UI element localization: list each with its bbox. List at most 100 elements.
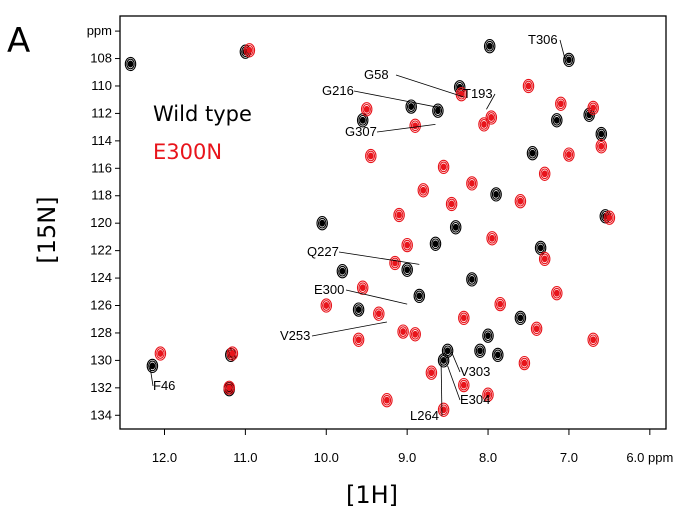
peak-label-e300: E300 [314,282,344,297]
x-tick-label: 11.0 [233,450,257,465]
x-tick-label: 8.0 [479,450,497,465]
y-tick-label: 126 [90,298,112,313]
peak-e300n-19 [514,194,527,209]
leader-e304 [447,365,461,401]
peak-label-t306: T306 [528,32,558,47]
peak-label-f46: F46 [153,378,175,393]
peak-wild-type-6 [356,113,369,128]
x-tick-label: 12.0 [152,450,177,465]
peak-e300n-35 [437,402,450,417]
peak-wild-type-13 [482,328,494,343]
peak-e300n-18 [486,231,498,246]
peak-wild-type-27 [551,113,563,128]
peak-e300n-37 [397,324,409,339]
peak-e300n-3 [154,346,167,361]
peak-e300n-30 [530,321,543,336]
leader-l264 [440,364,443,417]
peak-label-e304: E304 [460,392,490,407]
peak-wild-type-23 [413,288,426,304]
leader-q227 [338,251,420,265]
peak-e300n-21 [563,147,575,162]
peak-e300n-17 [466,176,478,191]
x-tick-label: 7.0 [560,450,578,465]
plot-area: 12.0 11.0 10.0 9.0 8.0 7.0 6.0 ppm ppm 108 110 112… [87,15,673,465]
peak-wild-type-4 [146,358,159,374]
peak-wild-type-17 [492,347,504,363]
plot-frame [119,15,667,430]
peak-wild-type-24 [490,187,502,202]
peak-e300n-23 [538,251,551,267]
peak-e300n-27 [409,327,421,342]
peak-e300n-8 [522,78,535,94]
y-tick-label: ppm [87,23,112,38]
peak-e300n-0 [243,43,256,58]
peak-e300n-39 [518,355,531,371]
x-tick-label: 9.0 [398,450,416,465]
peak-label-g307: G307 [345,124,377,139]
peak-wild-type-11 [563,52,575,68]
y-tick-label: 118 [91,188,112,203]
peak-wild-type-18 [352,302,365,317]
peak-label-q227: Q227 [307,244,339,259]
peak-wild-type-5 [316,216,328,231]
peak-label-g216: G216 [322,83,354,98]
peak-e300n-36 [381,393,393,408]
peaks-layer [124,39,616,417]
y-tick-label: 114 [91,133,112,148]
peak-e300n-22 [603,210,616,225]
y-tick-label: 110 [91,78,112,93]
peak-wild-type-31 [514,310,527,326]
peak-e300n-2 [226,346,239,361]
y-tick-label: 124 [90,270,112,285]
peak-e300n-13 [393,207,405,223]
legend-entry-e300n: E300N [153,140,222,164]
peak-e300n-5 [409,118,421,133]
peak-wild-type-0 [124,56,137,72]
leader-v253 [311,321,388,337]
peak-e300n-38 [587,332,599,347]
x-axis-title: [1H] [346,481,398,509]
y-tick-label: 130 [90,352,112,367]
leader-f46 [149,365,154,387]
legend: Wild type E300N [153,102,252,164]
panel-label: A [7,21,30,61]
legend-entry-wild-type: Wild type [153,102,252,126]
peak-e300n-34 [482,387,494,402]
peak-e300n-16 [445,196,458,212]
peak-e300n-40 [478,117,490,132]
peak-wild-type-30 [466,272,478,287]
peak-e300n-7 [485,110,498,125]
peak-wild-type-8 [432,103,444,118]
peak-e300n-32 [425,365,438,380]
peak-e300n-25 [373,306,385,321]
leader-e300 [345,289,408,305]
peak-label-v303: V303 [460,364,490,379]
peak-e300n-11 [595,139,608,154]
y-tick-label: 128 [90,325,112,340]
peak-wild-type-28 [595,126,608,142]
y-tick-label: 112 [91,105,112,120]
y-tick-label: 108 [90,51,112,66]
peak-e300n-14 [401,237,413,253]
peak-label-l264: L264 [410,408,439,423]
peak-label-v253: V253 [280,328,310,343]
peak-wild-type-19 [336,264,349,279]
peak-e300n-10 [587,100,599,116]
peak-wild-type-10 [483,39,496,54]
leader-g58 [395,74,464,98]
y-tick-label: 134 [90,407,112,422]
peak-e300n-24 [356,280,369,295]
y-axis-title: [15N] [33,196,61,263]
peak-wild-type-14 [474,343,486,358]
y-tick-label: 120 [90,215,112,230]
peak-e300n-4 [360,102,373,117]
peak-e300n-43 [320,298,333,313]
leader-g307 [376,123,436,133]
peak-e300n-12 [365,148,377,164]
peak-e300n-31 [551,286,563,301]
x-tick-label: 10.0 [314,450,339,465]
peak-e300n-33 [458,377,470,393]
peak-e300n-20 [538,166,551,181]
peak-wild-type-22 [429,236,442,251]
